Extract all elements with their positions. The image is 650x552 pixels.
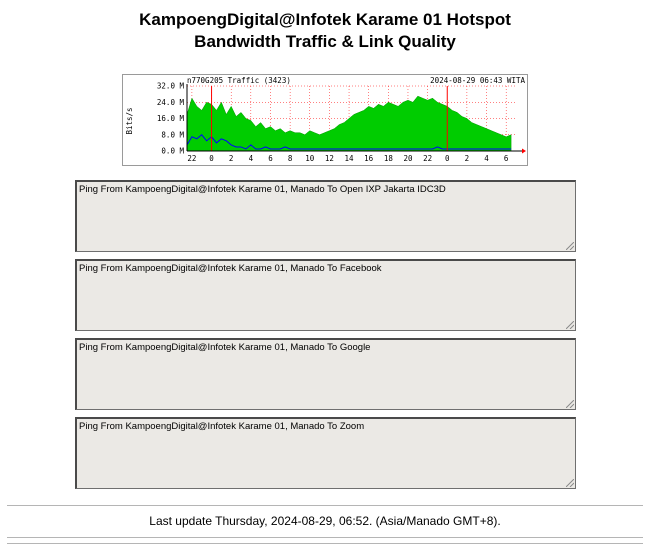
x-tick-label: 4 <box>484 154 489 163</box>
x-tick-label: 6 <box>268 154 273 163</box>
ping-panel-facebook[interactable]: Ping From KampoengDigital@Infotek Karame… <box>75 259 576 331</box>
x-tick-label: 0 <box>209 154 214 163</box>
x-tick-label: 4 <box>249 154 254 163</box>
x-tick-label: 12 <box>325 154 334 163</box>
hotspot-title: KampoengDigital@Infotek Karame 01 Hotspo… <box>139 10 511 29</box>
x-tick-label: 22 <box>423 154 432 163</box>
resize-grip-icon[interactable] <box>566 242 574 250</box>
last-update-text: Last update Thursday, 2024-08-29, 06:52.… <box>149 514 501 528</box>
traffic-chart: 0.0 M 8.0 M 16.0 M 24.0 M 32.0 M 22 0 2 4 6 8 10 12 1… <box>122 74 528 166</box>
page-subtitle: Bandwidth Traffic & Link Quality <box>194 32 456 51</box>
divider-bottom <box>7 537 643 538</box>
series-out-line <box>186 134 512 150</box>
divider-top <box>7 505 643 506</box>
resize-grip-icon[interactable] <box>566 479 574 487</box>
traffic-chart-svg: 0.0 M8.0 M16.0 M24.0 M32.0 M22 0 2 4 6 8 10 12 1… <box>123 75 527 165</box>
series-in-area <box>186 95 512 152</box>
x-tick-label: 22 <box>187 154 196 163</box>
y-tick-label: 16.0 M <box>157 114 185 123</box>
ping-panel-zoom[interactable]: Ping From KampoengDigital@Infotek Karame… <box>75 417 576 489</box>
resize-grip-icon[interactable] <box>566 400 574 408</box>
x-tick-label: 14 <box>345 154 355 163</box>
ping-panel-open-ixp[interactable]: Ping From KampoengDigital@Infotek Karame… <box>75 180 576 252</box>
chart-axes: 0.0 M8.0 M16.0 M24.0 M32.0 M22 0 2 4 6 8 10 12 1… <box>157 82 526 163</box>
x-tick-label: 18 <box>384 154 394 163</box>
x-tick-label: 16 <box>364 154 374 163</box>
x-tick-label: 2 <box>465 154 470 163</box>
chart-timestamp: 2024-08-29 06:43 WITA <box>430 76 525 85</box>
x-tick-label: 0 <box>445 154 450 163</box>
y-tick-label: 0.0 M <box>161 147 184 156</box>
x-tick-label: 2 <box>229 154 234 163</box>
chart-title: n770G205 Traffic (3423) <box>187 76 291 85</box>
ping-panel-label: Ping From KampoengDigital@Infotek Karame… <box>79 263 382 274</box>
y-axis-label: Bits/s <box>125 107 134 134</box>
page-title: KampoengDigital@Infotek Karame 01 Hotspo… <box>0 9 650 53</box>
x-axis-arrow-icon <box>522 148 526 154</box>
x-tick-label: 10 <box>305 154 315 163</box>
ping-panel-label: Ping From KampoengDigital@Infotek Karame… <box>79 342 371 353</box>
ping-panel-google[interactable]: Ping From KampoengDigital@Infotek Karame… <box>75 338 576 410</box>
divider-bottom-2 <box>7 543 643 544</box>
x-tick-label: 6 <box>504 154 509 163</box>
x-tick-label: 8 <box>288 154 293 163</box>
ping-panel-label: Ping From KampoengDigital@Infotek Karame… <box>79 421 365 432</box>
y-tick-label: 24.0 M <box>157 98 185 107</box>
resize-grip-icon[interactable] <box>566 321 574 329</box>
y-tick-label: 8.0 M <box>161 130 184 139</box>
y-tick-label: 32.0 M <box>157 82 185 91</box>
chart-series <box>186 86 512 152</box>
x-tick-label: 20 <box>403 154 413 163</box>
ping-panel-label: Ping From KampoengDigital@Infotek Karame… <box>79 184 446 195</box>
